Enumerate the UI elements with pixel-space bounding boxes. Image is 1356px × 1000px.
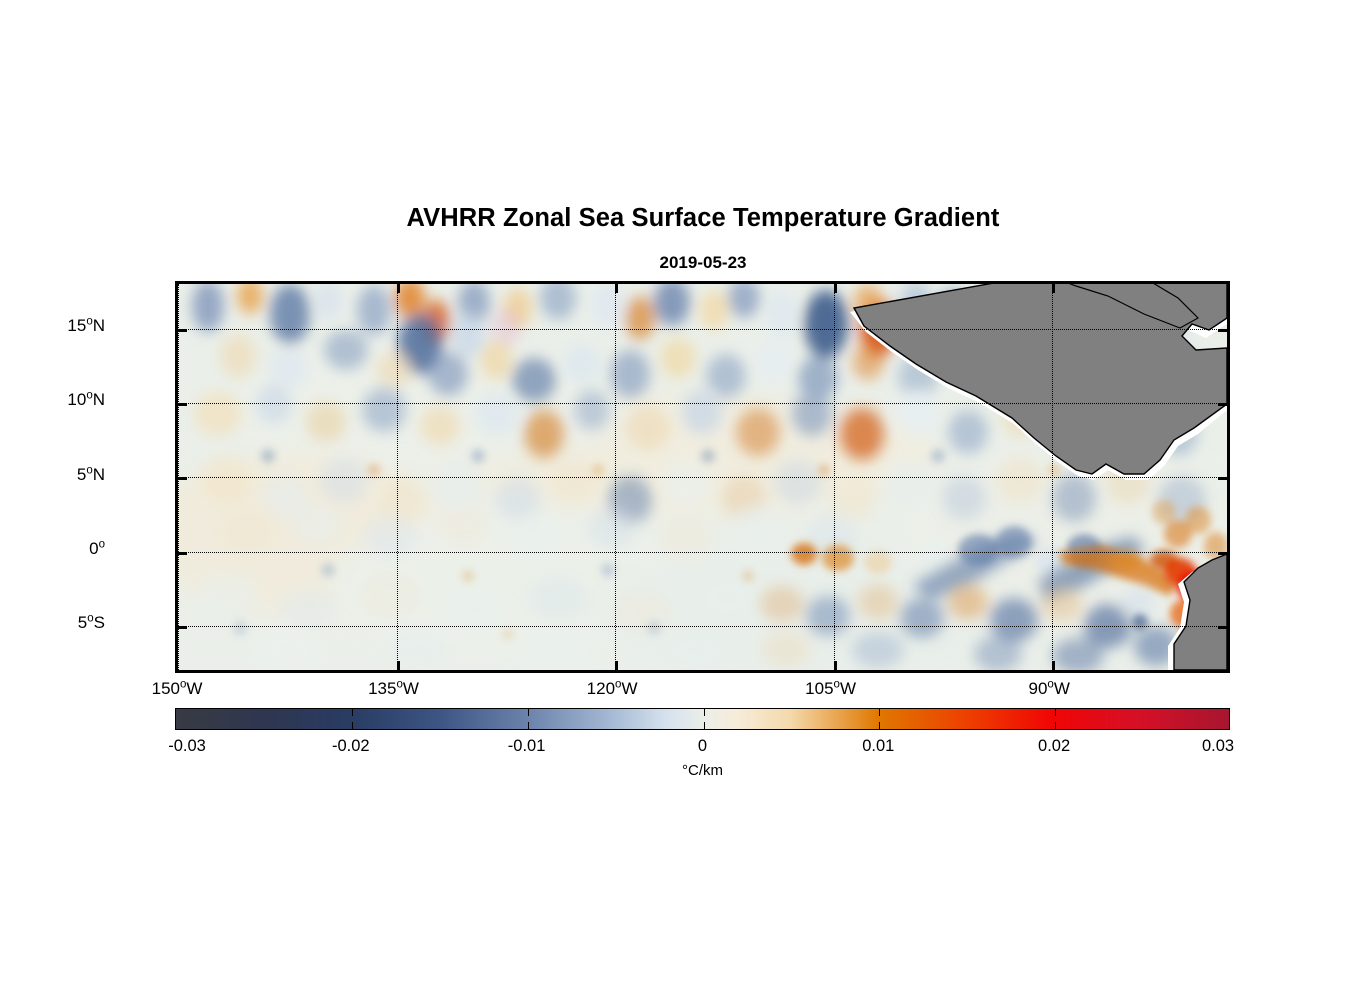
ytick-right-15N xyxy=(1218,328,1227,332)
ytick-right-5S xyxy=(1218,626,1227,630)
ytick-right-0 xyxy=(1218,551,1227,555)
xtick-label-135W: 135oW xyxy=(368,678,419,698)
xtick-label-90W: 90oW xyxy=(1028,678,1070,698)
colorbar-label-neg002: -0.02 xyxy=(331,737,370,755)
ytick-right-5N xyxy=(1218,477,1227,481)
ytick-label-5N: 5oN xyxy=(76,464,105,484)
xtick-label-105W: 105oW xyxy=(805,678,857,698)
xtick-105W xyxy=(833,661,837,670)
colorbar-tickb-002 xyxy=(1055,722,1057,730)
ytick-label-10N: 10oN xyxy=(67,389,105,409)
ytick-label-5S: 5oS xyxy=(77,612,105,632)
colorbar[interactable] xyxy=(175,708,1230,730)
sst-gradient-field xyxy=(178,284,1227,670)
colorbar-tickb-zero xyxy=(703,722,705,730)
xtick-top-120W xyxy=(615,284,619,293)
map-axes xyxy=(175,281,1230,673)
xtick-label-120W: 120oW xyxy=(586,678,638,698)
colorbar-tick-zero xyxy=(703,708,705,716)
figure-title: AVHRR Zonal Sea Surface Temperature Grad… xyxy=(406,204,1000,232)
xtick-top-90W xyxy=(1052,284,1056,293)
figure-subtitle: 2019-05-23 xyxy=(659,253,747,272)
colorbar-label-zero: 0 xyxy=(697,737,708,755)
colorbar-label-002: 0.02 xyxy=(1038,737,1071,755)
ytick-15N xyxy=(178,328,187,332)
xtick-90W xyxy=(1052,661,1056,670)
ytick-10N xyxy=(178,403,187,406)
xtick-135W xyxy=(396,661,400,670)
colorbar-tick-001 xyxy=(879,708,881,716)
colorbar-label-001: 0.01 xyxy=(862,737,895,755)
ytick-label-0: 0o xyxy=(89,538,105,558)
xtick-top-105W xyxy=(833,284,837,293)
ytick-5S xyxy=(178,626,187,630)
ytick-right-10N xyxy=(1218,403,1227,406)
colorbar-tick-neg002 xyxy=(351,708,353,716)
colorbar-tick-neg001 xyxy=(527,708,529,716)
xtick-label-150W: 150oW xyxy=(151,678,203,698)
ytick-5N xyxy=(178,477,187,481)
colorbar-label-003: 0.03 xyxy=(1201,737,1235,755)
colorbar-tickb-neg002 xyxy=(351,722,353,730)
colorbar-label-neg003: -0.03 xyxy=(168,737,206,755)
ytick-label-15N: 15oN xyxy=(67,315,105,335)
colorbar-gradient xyxy=(176,709,1229,729)
xtick-top-135W xyxy=(396,284,400,293)
colorbar-tickb-neg001 xyxy=(527,722,529,730)
colorbar-label-neg001: -0.01 xyxy=(507,737,546,755)
colorbar-unit-label: °C/km xyxy=(682,762,723,779)
colorbar-tickb-001 xyxy=(879,722,881,730)
xtick-120W xyxy=(615,661,619,670)
colorbar-tick-002 xyxy=(1055,708,1057,716)
ytick-0 xyxy=(178,551,187,555)
